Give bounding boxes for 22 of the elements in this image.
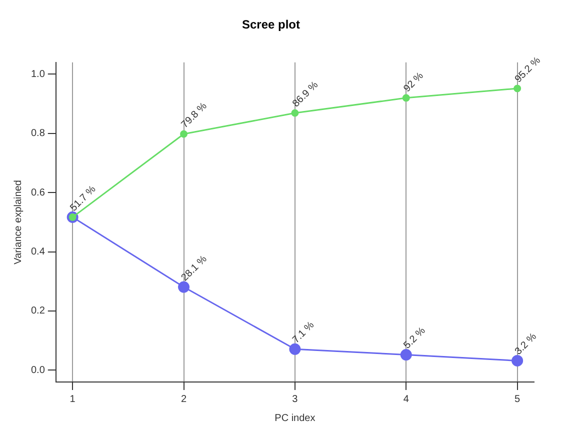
y-tick-label: 0.6 xyxy=(30,187,46,198)
data-label: 92 % xyxy=(402,70,426,94)
data-label: 95.2 % xyxy=(513,55,543,85)
data-label: 79.8 % xyxy=(180,100,210,131)
y-axis-title: Variance explained xyxy=(12,180,24,264)
data-label: 5.2 % xyxy=(402,325,428,352)
x-tick-label: 4 xyxy=(403,394,410,405)
data-label: 86.9 % xyxy=(290,80,321,110)
x-axis-title: PC index xyxy=(274,412,316,424)
y-tick-label: 1.0 xyxy=(30,68,46,80)
x-tick-label: 5 xyxy=(514,394,521,405)
data-label: 7.1 % xyxy=(290,320,317,346)
y-tick-label: 0.8 xyxy=(30,128,46,140)
data-label: 3.2 % xyxy=(513,331,540,358)
data-label: 28.1 % xyxy=(180,254,210,284)
y-tick-label: 0.2 xyxy=(30,306,46,317)
y-tick-label: 0.4 xyxy=(30,246,46,258)
x-tick-label: 1 xyxy=(70,394,76,405)
chart-title: Scree plot xyxy=(242,18,300,32)
x-tick-label: 3 xyxy=(292,394,298,405)
y-tick-label: 0.0 xyxy=(30,364,46,376)
x-tick-label: 2 xyxy=(180,394,187,405)
